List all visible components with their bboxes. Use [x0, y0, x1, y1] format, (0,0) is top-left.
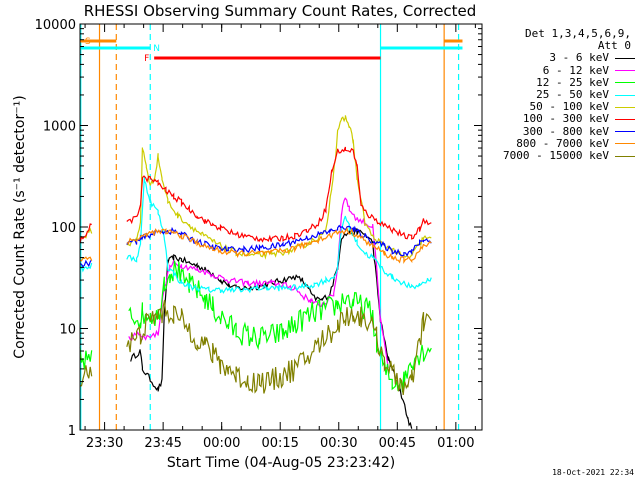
x-tick-label-6: 01:00	[437, 436, 474, 451]
legend-entry-label: 6 - 12 keV	[542, 63, 609, 77]
chart-title: RHESSI Observing Summary Count Rates, Co…	[83, 2, 477, 20]
x-axis-label: Start Time (04-Aug-05 23:23:42)	[167, 455, 395, 471]
legend-entry-label: 25 - 50 keV	[536, 87, 609, 101]
legend-entry-1: 6 - 12 keV	[475, 63, 635, 77]
y-tick-label-0: 1	[68, 424, 76, 439]
x-tick-label-3: 00:15	[261, 436, 298, 451]
series-line-5	[79, 146, 432, 244]
legend-entry-3: 25 - 50 keV	[475, 87, 635, 101]
series-line-8	[79, 299, 432, 395]
series-line-3	[79, 176, 432, 294]
legend-entry-8: 7000 - 15000 keV	[475, 148, 635, 162]
legend-heading-detectors: Det 1,3,4,5,6,9,	[525, 27, 631, 40]
legend-swatch	[615, 70, 635, 72]
generation-timestamp: 18-Oct-2021 22:34	[552, 468, 634, 477]
legend-entry-label: 100 - 300 keV	[522, 112, 609, 126]
y-tick-label-1: 10	[59, 323, 76, 338]
legend-entry-2: 12 - 25 keV	[475, 75, 635, 89]
legend-swatch	[615, 131, 635, 133]
legend-swatch	[615, 143, 635, 145]
series-line-6	[79, 224, 432, 268]
legend-swatch	[615, 82, 635, 84]
flag-label-S: S	[85, 37, 91, 47]
series-line-1	[128, 197, 389, 369]
legend-entry-label: 800 - 7000 keV	[516, 136, 609, 150]
x-tick-label-4: 00:30	[320, 436, 357, 451]
legend-entry-label: 12 - 25 keV	[536, 75, 609, 89]
legend-entry-label: 50 - 100 keV	[529, 100, 609, 114]
legend-entry-label: 300 - 800 keV	[522, 124, 609, 138]
y-tick-label-4: 10000	[35, 18, 76, 33]
legend-entries: 3 - 6 keV 6 - 12 keV 12 - 25 keV 25 - 50 ke…	[475, 52, 635, 162]
legend-entry-0: 3 - 6 keV	[475, 52, 635, 64]
y-tick-label-2: 100	[51, 221, 76, 236]
x-tick-label-0: 23:30	[86, 436, 123, 451]
series-line-4	[79, 115, 432, 260]
legend-swatch	[615, 118, 635, 120]
legend-heading-attenuator: Att 0	[597, 39, 631, 53]
flag-label-F: F	[144, 54, 149, 64]
legend-entry-label: 7000 - 15000 keV	[503, 148, 609, 162]
series-line-2	[79, 260, 432, 393]
legend-entry-5: 100 - 300 keV	[475, 113, 635, 125]
legend-swatch	[615, 106, 635, 108]
series-line-7	[79, 227, 432, 265]
y-axis-label: Corrected Count Rate (s⁻¹ detector⁻¹)	[12, 95, 28, 358]
legend-swatch	[615, 58, 635, 59]
x-tick-label-1: 23:45	[144, 436, 181, 451]
flag-label-N: N	[153, 44, 160, 54]
legend-entry-6: 300 - 800 keV	[475, 124, 635, 138]
legend-entry-label: 3 - 6 keV	[549, 51, 609, 65]
legend: Det 1,3,4,5,6,9, Att 0 3 - 6 keV 6 - 12 k…	[475, 27, 635, 162]
y-tick-label-3: 1000	[43, 120, 76, 135]
legend-swatch	[615, 94, 635, 96]
legend-entry-7: 800 - 7000 keV	[475, 136, 635, 150]
legend-swatch	[615, 155, 635, 157]
x-tick-label-2: 00:00	[203, 436, 240, 451]
legend-entry-4: 50 - 100 keV	[475, 100, 635, 114]
plot-frame	[79, 23, 483, 431]
x-tick-label-5: 00:45	[379, 436, 416, 451]
